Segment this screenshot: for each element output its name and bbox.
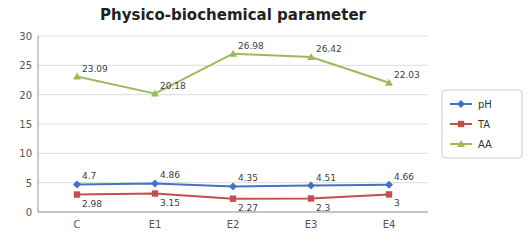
- legend-label: AA: [478, 139, 492, 150]
- legend: pH TA AA: [442, 90, 522, 158]
- plot-area: [73, 50, 393, 202]
- point: [74, 191, 80, 197]
- data-label: 4.7: [82, 171, 96, 181]
- data-label: 23.09: [82, 64, 108, 74]
- point: [307, 182, 315, 190]
- point: [308, 195, 314, 201]
- point: [151, 90, 159, 97]
- y-axis-line: [38, 36, 39, 212]
- legend-label: TA: [477, 119, 490, 130]
- y-tick-label: 0: [26, 207, 32, 218]
- data-label: 2.98: [82, 199, 102, 209]
- point: [229, 182, 237, 190]
- data-label: 4.86: [160, 170, 180, 180]
- title: Physico-biochemical parameter: [100, 6, 367, 24]
- grid-line: [38, 36, 428, 37]
- data-label: 26.98: [238, 41, 264, 51]
- chart-container: Physico-biochemical parameter 0 5 10 15 20 25 3…: [0, 0, 529, 244]
- data-label: 3: [394, 198, 400, 208]
- y-tick-label: 30: [19, 31, 32, 42]
- data-label: 4.66: [394, 172, 414, 182]
- point: [385, 181, 393, 189]
- data-labels: 4.7 4.86 4.35 4.51 4.66 2.98 3.15 2.27 2.3 3 23.09…: [82, 41, 420, 213]
- x-tick-label: E2: [227, 219, 240, 230]
- legend-marker: [457, 140, 465, 147]
- legend-marker: [458, 121, 464, 127]
- legend-label: pH: [478, 99, 492, 110]
- legend-box: [442, 90, 522, 158]
- data-label: 4.51: [316, 173, 336, 183]
- x-tick-label: E4: [383, 219, 396, 230]
- point: [385, 79, 393, 86]
- series-line: [77, 54, 389, 94]
- point: [73, 73, 81, 80]
- data-label: 3.15: [160, 198, 180, 208]
- point: [151, 179, 159, 187]
- x-tick-label: C: [74, 219, 81, 230]
- x-axis-line: [38, 212, 428, 213]
- point: [230, 195, 236, 201]
- point: [73, 180, 81, 188]
- point: [386, 191, 392, 197]
- y-tick-label: 20: [19, 90, 32, 101]
- y-tick-label: 10: [19, 148, 32, 159]
- data-label: 4.35: [238, 173, 258, 183]
- grid-line: [38, 212, 428, 213]
- data-label: 2.27: [238, 203, 258, 213]
- chart: Physico-biochemical parameter 0 5 10 15 20 25 3…: [0, 0, 529, 244]
- grid-line: [38, 94, 428, 95]
- data-label: 26.42: [316, 44, 342, 54]
- point: [229, 50, 237, 57]
- grid-line: [38, 124, 428, 125]
- y-tick-label: 25: [19, 60, 32, 71]
- data-label: 22.03: [394, 70, 420, 80]
- y-tick-label: 15: [19, 119, 32, 130]
- x-tick-label: E1: [149, 219, 162, 230]
- legend-marker: [457, 100, 465, 108]
- point: [307, 53, 315, 60]
- grid-line: [38, 153, 428, 154]
- data-label: 2.3: [316, 203, 330, 213]
- data-label: 20.18: [160, 81, 186, 91]
- y-tick-label: 5: [26, 178, 32, 189]
- point: [152, 190, 158, 196]
- x-tick-label: E3: [305, 219, 318, 230]
